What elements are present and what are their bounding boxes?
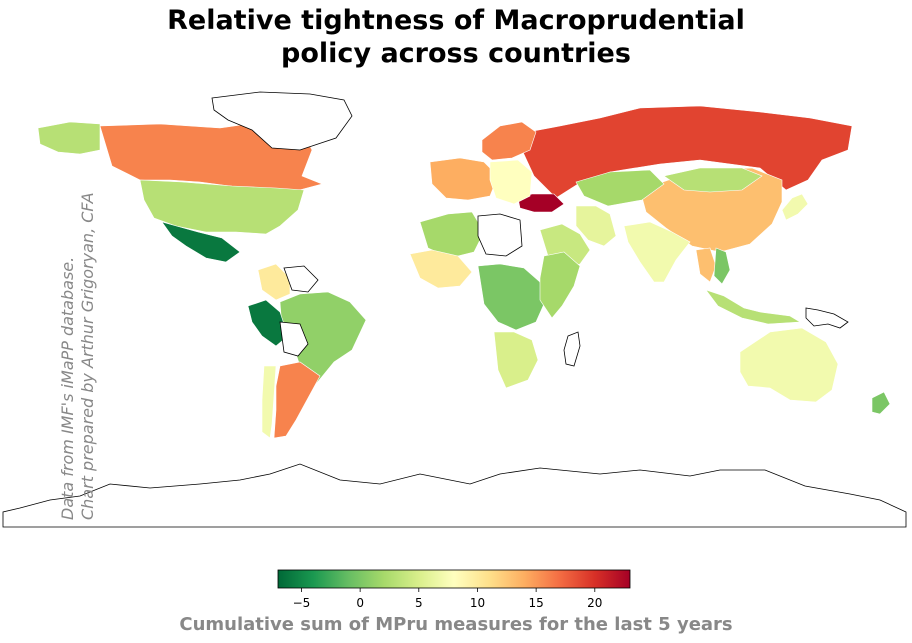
colorbar-tick-label: 20 (587, 596, 602, 610)
region-thailand (695, 247, 717, 283)
region-new-zealand (871, 391, 891, 415)
colorbar: −5 0 5 10 15 20 (277, 569, 631, 610)
region-iran (575, 205, 617, 247)
region-europe-west (429, 157, 499, 201)
colorbar-gradient (277, 569, 631, 589)
region-mongolia (663, 167, 763, 193)
region-australia (739, 327, 839, 403)
colorbar-label: Cumulative sum of MPru measures for the … (179, 614, 733, 635)
region-algeria (419, 211, 485, 259)
region-east-africa (539, 251, 581, 319)
region-europe-east (489, 159, 533, 205)
region-turkey (517, 193, 565, 213)
country-regions (37, 91, 891, 439)
region-colombia (257, 263, 291, 301)
region-venezuela (283, 265, 319, 293)
no-data-outlines (2, 307, 907, 528)
region-argentina (273, 361, 321, 439)
region-mexico (161, 221, 241, 263)
chart-title-line-1: Relative tightness of Macroprudential (167, 5, 745, 36)
region-chile (261, 365, 277, 439)
chart-title: Relative tightness of Macroprudential po… (0, 4, 912, 70)
region-bolivia (279, 321, 309, 357)
new-guinea-outline (805, 307, 849, 329)
region-west-africa (409, 249, 473, 289)
colorbar-tick-label: 10 (470, 596, 485, 610)
chart-title-line-2: policy across countries (281, 38, 631, 69)
source-note-line-1: Data from IMF's iMaPP database. (58, 256, 77, 520)
antarctica-outline (2, 463, 907, 528)
region-usa (139, 179, 305, 235)
colorbar-tick-label: 5 (415, 596, 423, 610)
colorbar-tick-label: 15 (528, 596, 543, 610)
region-kazakhstan (575, 169, 665, 207)
colorbar-tick-label: −5 (293, 596, 311, 610)
region-libya (477, 213, 523, 257)
region-japan (781, 193, 809, 221)
region-peru (247, 299, 289, 347)
region-india (623, 221, 691, 283)
colorbar-ticks: −5 0 5 10 15 20 (293, 588, 602, 610)
region-indonesia (705, 289, 801, 325)
colorbar-tick-label: 0 (356, 596, 364, 610)
source-note-line-2: Chart prepared by Arthur Grigoryan, CFA (78, 192, 97, 520)
region-alaska (37, 121, 101, 155)
source-note: Data from IMF's iMaPP database. Chart pr… (58, 192, 98, 520)
region-southern-africa (493, 331, 539, 389)
region-scandinavia (481, 121, 537, 161)
region-vietnam (713, 247, 731, 285)
region-central-africa (477, 263, 545, 331)
madagascar-outline (563, 331, 581, 367)
region-greenland (211, 91, 353, 151)
